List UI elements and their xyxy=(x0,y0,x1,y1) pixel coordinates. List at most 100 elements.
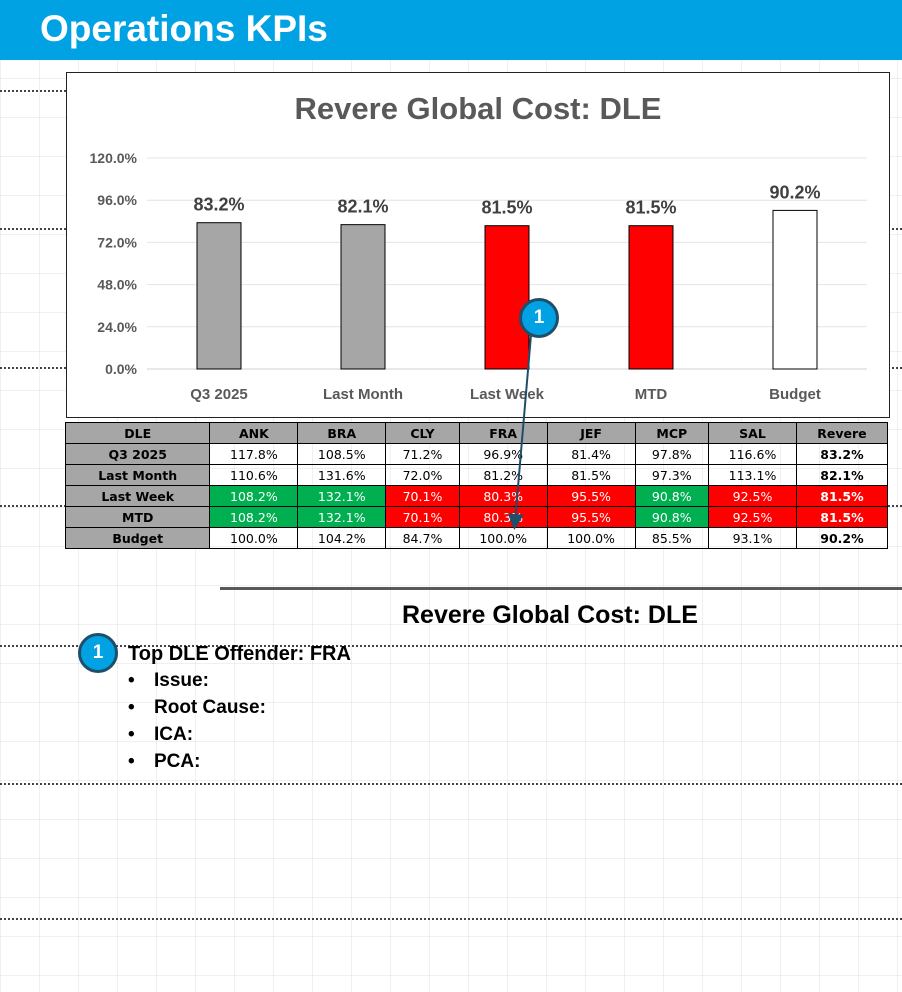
bar xyxy=(484,225,530,370)
table-cell: 108.2% xyxy=(209,506,299,528)
guide-line xyxy=(0,645,902,647)
table-cell: 85.5% xyxy=(634,527,710,549)
table-cell: 108.2% xyxy=(209,485,299,507)
y-tick-label: 48.0% xyxy=(97,277,137,293)
row-label: Budget xyxy=(64,527,211,549)
table-cell: 81.5% xyxy=(795,485,889,507)
table-header-cell: MCP xyxy=(634,422,710,444)
table-cell: 116.6% xyxy=(708,443,797,465)
chart-title: Revere Global Cost: DLE xyxy=(294,91,662,126)
table-cell: 92.5% xyxy=(708,506,797,528)
data-label: 90.2% xyxy=(769,182,820,202)
table-cell: 100.0% xyxy=(546,527,636,549)
data-label: 81.5% xyxy=(481,198,532,218)
table-cell: 83.2% xyxy=(795,443,889,465)
table-row: Last Week 108.2% 132.1% 70.1% 80.3% 95.5% 90.8… xyxy=(64,485,889,507)
table-cell: 84.7% xyxy=(385,527,460,549)
y-tick-label: 72.0% xyxy=(97,234,137,250)
table-row: Last Month 110.6% 131.6% 72.0% 81.2% 81.5% 97.… xyxy=(64,464,889,486)
x-tick-label: Q3 2025 xyxy=(190,386,248,403)
y-tick-label: 120.0% xyxy=(90,150,138,166)
table-cell: 90.8% xyxy=(634,485,710,507)
table-cell: 108.5% xyxy=(297,443,387,465)
bullet-icon: • xyxy=(128,724,135,745)
notes-badge: 1 xyxy=(78,633,118,673)
section-title: Revere Global Cost: DLE xyxy=(402,601,698,629)
table-header-cell: Revere xyxy=(795,422,889,444)
bar xyxy=(196,222,242,370)
guide-line xyxy=(0,918,902,920)
table-cell: 90.8% xyxy=(634,506,710,528)
table-cell: 80.3% xyxy=(458,485,548,507)
row-label: Q3 2025 xyxy=(64,443,211,465)
list-item: • PCA: xyxy=(128,751,266,778)
table-header-cell: DLE xyxy=(64,422,211,444)
table-row: MTD 108.2% 132.1% 70.1% 80.3% 95.5% 90.8% 92.5%… xyxy=(64,506,889,528)
x-tick-label: Budget xyxy=(769,386,821,403)
table-cell: 70.1% xyxy=(385,506,460,528)
table-cell: 117.8% xyxy=(209,443,299,465)
table-header-cell: SAL xyxy=(708,422,797,444)
section-divider xyxy=(220,587,902,590)
header-bar: Operations KPIs xyxy=(0,0,902,60)
x-tick-label: MTD xyxy=(635,386,668,403)
table-cell: 72.0% xyxy=(385,464,460,486)
data-label: 82.1% xyxy=(337,197,388,217)
bar-chart: 0.0% 24.0% 48.0% 72.0% 96.0% 120.0% 83.2% Q3 20… xyxy=(90,150,867,403)
table-header-cell: JEF xyxy=(546,422,636,444)
notes-heading: Top DLE Offender: FRA xyxy=(128,643,351,665)
notes-item-label: ICA: xyxy=(154,724,194,745)
callout-badge: 1 xyxy=(519,298,559,338)
table-cell: 81.5% xyxy=(795,506,889,528)
table-cell: 93.1% xyxy=(708,527,797,549)
table-cell: 82.1% xyxy=(795,464,889,486)
list-item: • Root Cause: xyxy=(128,697,266,724)
y-tick-label: 96.0% xyxy=(97,192,137,208)
kpi-table: DLE ANK BRA CLY FRA JEF MCP SAL Revere Q3 2025 11… xyxy=(64,422,889,549)
table-cell: 95.5% xyxy=(546,506,636,528)
table-cell: 81.2% xyxy=(458,464,548,486)
notes-item-label: Issue: xyxy=(154,670,209,691)
table-header-cell: ANK xyxy=(209,422,299,444)
bullet-icon: • xyxy=(128,697,135,718)
table-cell: 100.0% xyxy=(458,527,548,549)
data-label: 83.2% xyxy=(193,195,244,215)
bar xyxy=(772,209,818,370)
table-cell: 95.5% xyxy=(546,485,636,507)
table-cell: 100.0% xyxy=(209,527,299,549)
notes-item-label: PCA: xyxy=(154,751,201,772)
y-tick-label: 24.0% xyxy=(97,319,137,335)
bullet-icon: • xyxy=(128,670,135,691)
table-cell: 92.5% xyxy=(708,485,797,507)
row-label: Last Week xyxy=(64,485,211,507)
table-cell: 81.5% xyxy=(546,464,636,486)
table-header-cell: FRA xyxy=(458,422,548,444)
table-cell: 90.2% xyxy=(795,527,889,549)
notes-list: • Issue: • Root Cause: • ICA: • PCA: xyxy=(128,670,266,778)
list-item: • ICA: xyxy=(128,724,266,751)
table-header-row: DLE ANK BRA CLY FRA JEF MCP SAL Revere xyxy=(64,422,889,444)
table-cell: 131.6% xyxy=(297,464,387,486)
x-tick-label: Last Month xyxy=(323,386,403,403)
table-header-cell: BRA xyxy=(297,422,387,444)
table-cell: 97.3% xyxy=(634,464,710,486)
y-tick-label: 0.0% xyxy=(105,361,137,377)
table-cell: 71.2% xyxy=(385,443,460,465)
guide-line xyxy=(0,90,70,92)
row-label: Last Month xyxy=(64,464,211,486)
table-cell: 104.2% xyxy=(297,527,387,549)
table-cell: 96.9% xyxy=(458,443,548,465)
bullet-icon: • xyxy=(128,751,135,772)
chart-panel: Revere Global Cost: DLE 0.0% 24.0% 48.0% 72… xyxy=(66,72,890,418)
table-cell: 70.1% xyxy=(385,485,460,507)
table-row: Q3 2025 117.8% 108.5% 71.2% 96.9% 81.4% 97.8% 1… xyxy=(64,443,889,465)
page-title: Operations KPIs xyxy=(40,8,328,49)
table-row: Budget 100.0% 104.2% 84.7% 100.0% 100.0% 85.5%… xyxy=(64,527,889,549)
row-label: MTD xyxy=(64,506,211,528)
table-cell: 132.1% xyxy=(297,506,387,528)
data-label: 81.5% xyxy=(625,198,676,218)
table-cell: 97.8% xyxy=(634,443,710,465)
table-cell: 113.1% xyxy=(708,464,797,486)
table-body: Q3 2025 117.8% 108.5% 71.2% 96.9% 81.4% 97.8% 1… xyxy=(64,443,889,549)
table-cell: 110.6% xyxy=(209,464,299,486)
